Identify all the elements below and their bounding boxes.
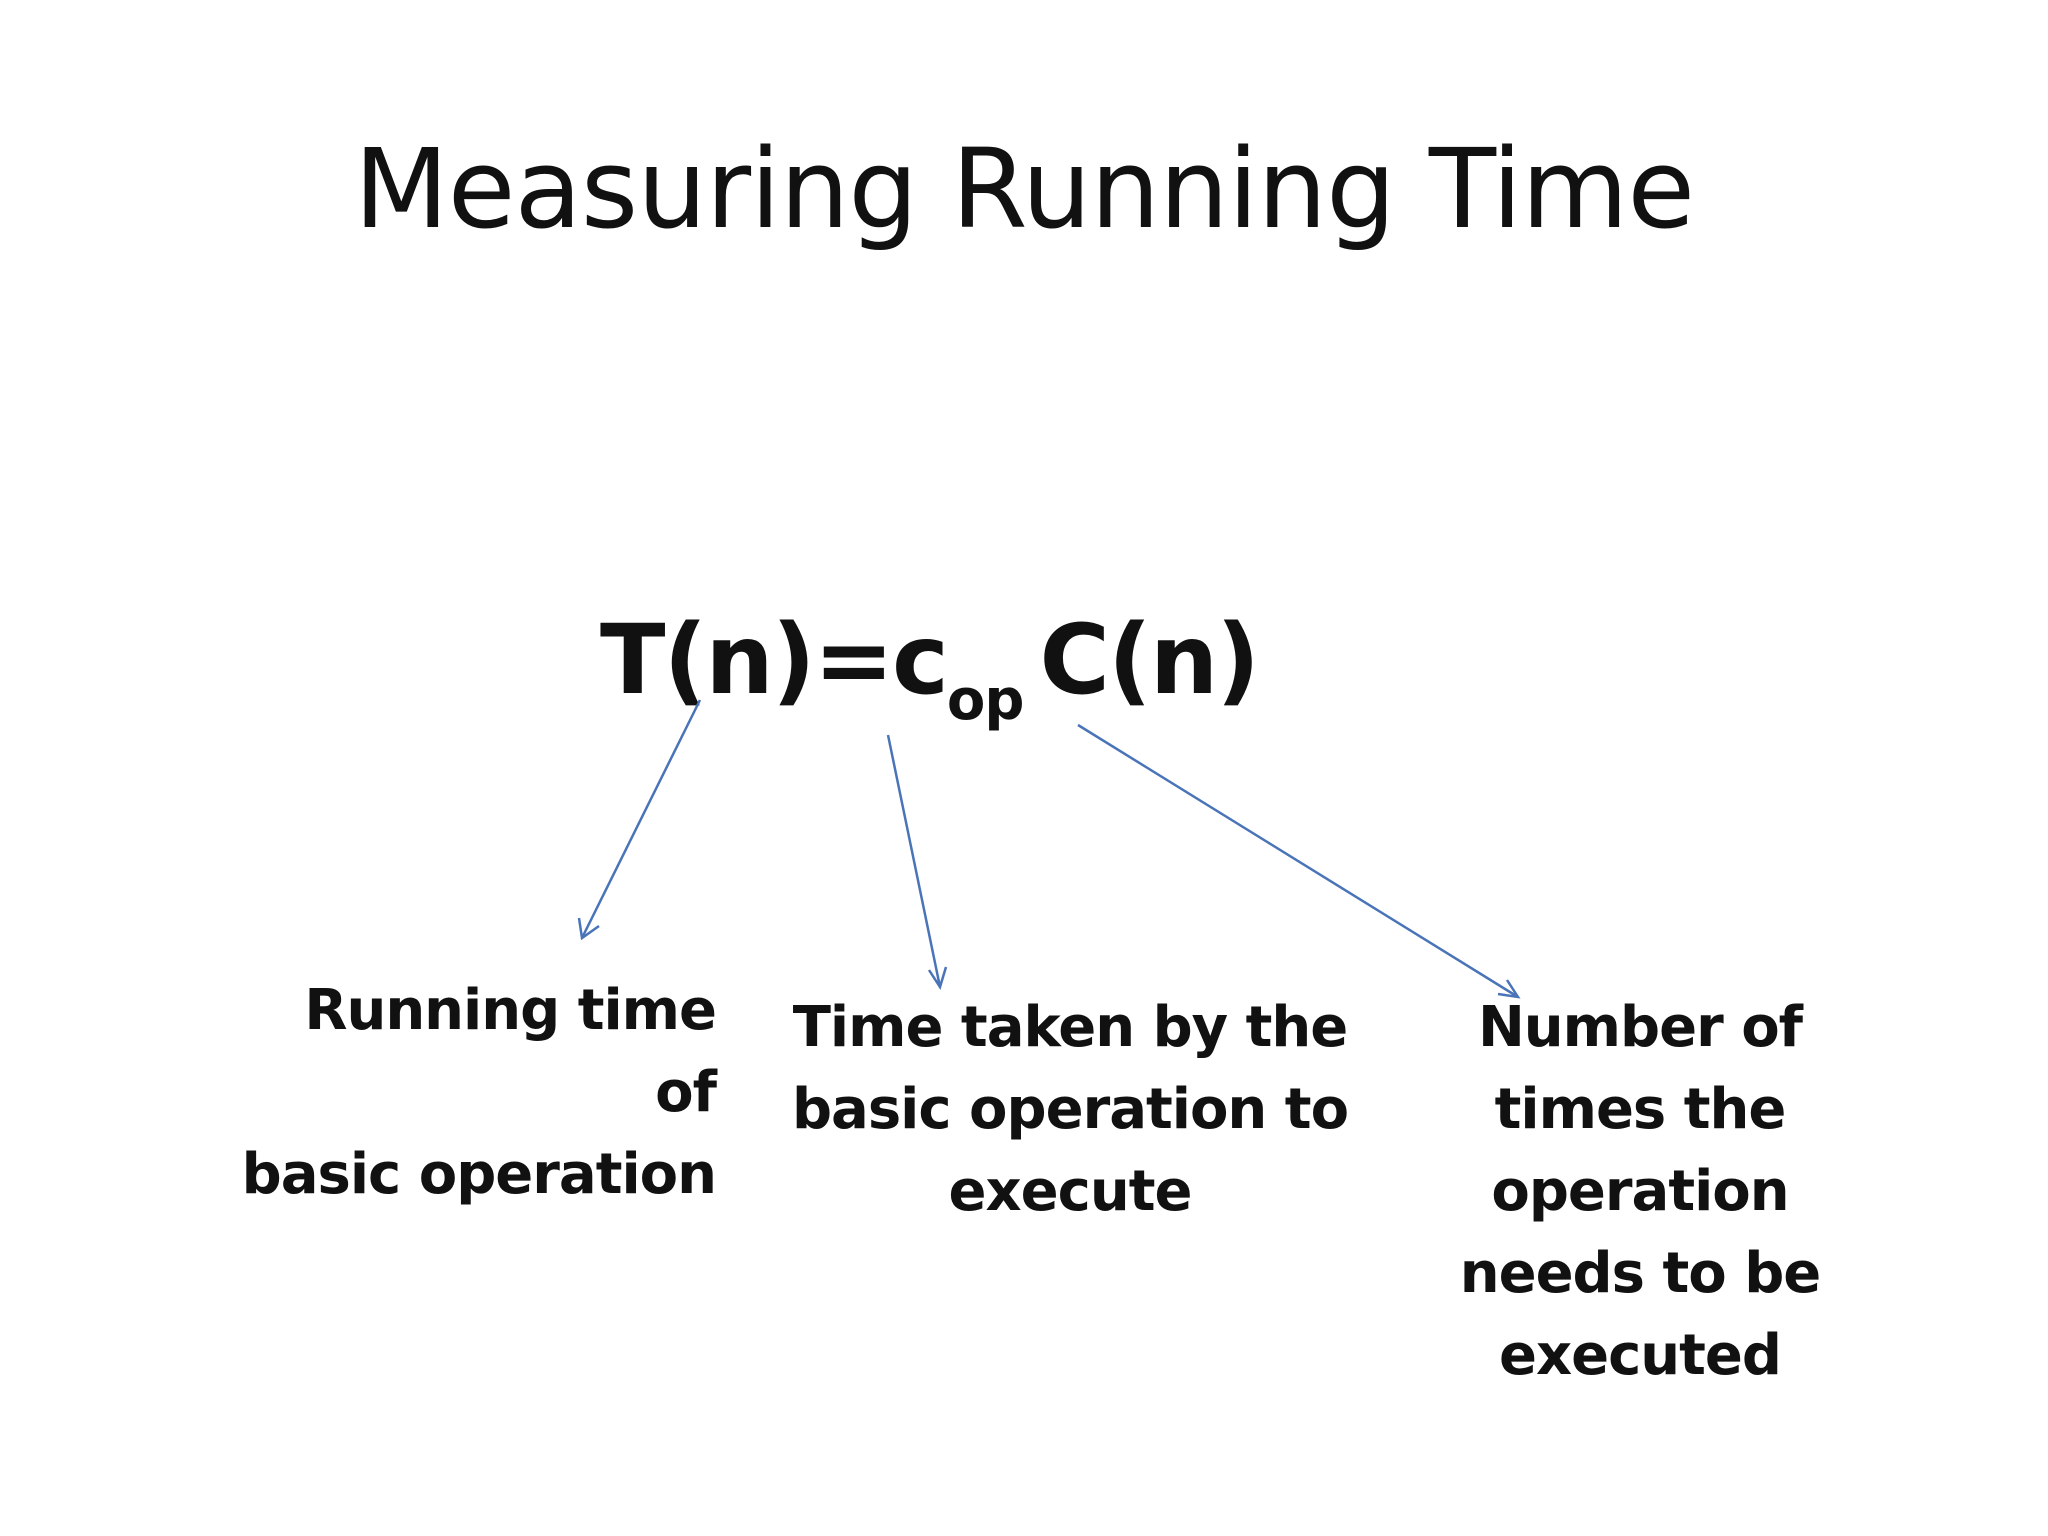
arrow-running-time: [577, 699, 702, 941]
formula-rhs: C(n): [1039, 604, 1260, 716]
arrow-time-taken: [886, 734, 948, 990]
label-number-of-times: Number of times the operation needs to b…: [1459, 995, 1822, 1388]
slide-title: Measuring Running Time: [353, 125, 1695, 253]
formula-lhs: T(n)=c: [600, 604, 949, 716]
formula: T(n)=cop C(n): [600, 612, 1260, 729]
formula-subscript: op: [946, 668, 1025, 733]
label-running-time: Running time of basic operation: [241, 978, 717, 1207]
label-time-taken: Time taken by the basic operation to exe…: [791, 995, 1349, 1224]
arrow-number-of-times: [1077, 723, 1521, 999]
